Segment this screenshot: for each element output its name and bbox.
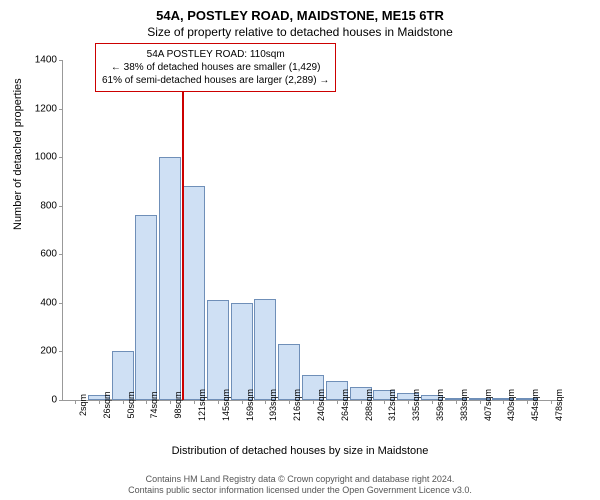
y-tick-label: 800 xyxy=(17,200,57,211)
histogram-bar xyxy=(231,303,253,400)
y-tick-mark xyxy=(59,400,63,401)
y-tick-mark xyxy=(59,109,63,110)
x-tick-label: 359sqm xyxy=(435,389,445,421)
x-tick-label: 169sqm xyxy=(245,389,255,421)
y-tick-mark xyxy=(59,351,63,352)
x-tick-label: 335sqm xyxy=(411,389,421,421)
histogram-bar xyxy=(159,157,181,400)
page-title: 54A, POSTLEY ROAD, MAIDSTONE, ME15 6TR xyxy=(0,0,600,23)
x-tick-mark xyxy=(265,400,266,404)
x-tick-label: 478sqm xyxy=(554,389,564,421)
histogram-bar xyxy=(207,300,229,400)
x-tick-mark xyxy=(527,400,528,404)
x-tick-mark xyxy=(170,400,171,404)
x-tick-mark xyxy=(408,400,409,404)
x-tick-label: 430sqm xyxy=(506,389,516,421)
y-tick-label: 1000 xyxy=(17,152,57,163)
x-tick-mark xyxy=(242,400,243,404)
y-tick-label: 600 xyxy=(17,249,57,260)
y-tick-label: 200 xyxy=(17,346,57,357)
footer-attribution: Contains HM Land Registry data © Crown c… xyxy=(0,474,600,496)
histogram-bar xyxy=(135,215,157,400)
histogram-chart: 02004006008001000120014002sqm26sqm50sqm7… xyxy=(62,60,562,400)
y-tick-label: 400 xyxy=(17,297,57,308)
x-tick-mark xyxy=(432,400,433,404)
x-tick-label: 240sqm xyxy=(316,389,326,421)
x-tick-mark xyxy=(384,400,385,404)
x-tick-label: 312sqm xyxy=(387,389,397,421)
x-tick-label: 26sqm xyxy=(102,391,112,418)
x-tick-label: 193sqm xyxy=(268,389,278,421)
x-tick-mark xyxy=(123,400,124,404)
page-subtitle: Size of property relative to detached ho… xyxy=(0,23,600,39)
x-tick-mark xyxy=(480,400,481,404)
x-tick-label: 2sqm xyxy=(78,394,88,416)
y-tick-label: 1400 xyxy=(17,55,57,66)
x-tick-label: 264sqm xyxy=(340,389,350,421)
x-tick-label: 383sqm xyxy=(459,389,469,421)
footer-line-1: Contains HM Land Registry data © Crown c… xyxy=(0,474,600,485)
plot-area: 02004006008001000120014002sqm26sqm50sqm7… xyxy=(62,60,563,401)
y-tick-mark xyxy=(59,60,63,61)
x-tick-mark xyxy=(313,400,314,404)
y-tick-mark xyxy=(59,157,63,158)
y-tick-mark xyxy=(59,206,63,207)
x-tick-label: 407sqm xyxy=(483,389,493,421)
histogram-bar xyxy=(254,299,276,400)
histogram-bar xyxy=(183,186,205,400)
x-tick-label: 454sqm xyxy=(530,389,540,421)
footer-line-2: Contains public sector information licen… xyxy=(0,485,600,496)
annotation-line-1: 54A POSTLEY ROAD: 110sqm xyxy=(102,48,329,61)
x-tick-label: 121sqm xyxy=(197,389,207,421)
x-tick-mark xyxy=(146,400,147,404)
x-tick-mark xyxy=(289,400,290,404)
x-tick-mark xyxy=(456,400,457,404)
x-tick-mark xyxy=(218,400,219,404)
y-tick-label: 0 xyxy=(17,395,57,406)
x-tick-label: 50sqm xyxy=(126,391,136,418)
x-tick-mark xyxy=(361,400,362,404)
x-tick-mark xyxy=(194,400,195,404)
annotation-line-3: 61% of semi-detached houses are larger (… xyxy=(102,74,329,87)
x-tick-mark xyxy=(551,400,552,404)
y-tick-mark xyxy=(59,303,63,304)
annotation-box: 54A POSTLEY ROAD: 110sqm← 38% of detache… xyxy=(95,43,336,92)
annotation-line-2: ← 38% of detached houses are smaller (1,… xyxy=(102,61,329,74)
x-tick-mark xyxy=(503,400,504,404)
y-tick-label: 1200 xyxy=(17,103,57,114)
x-tick-label: 288sqm xyxy=(364,389,374,421)
x-tick-mark xyxy=(337,400,338,404)
property-size-marker xyxy=(182,60,184,400)
x-tick-label: 216sqm xyxy=(292,389,302,421)
x-tick-label: 145sqm xyxy=(221,389,231,421)
x-tick-label: 74sqm xyxy=(149,391,159,418)
x-axis-label: Distribution of detached houses by size … xyxy=(0,445,600,457)
y-tick-mark xyxy=(59,254,63,255)
x-tick-mark xyxy=(75,400,76,404)
x-tick-mark xyxy=(99,400,100,404)
